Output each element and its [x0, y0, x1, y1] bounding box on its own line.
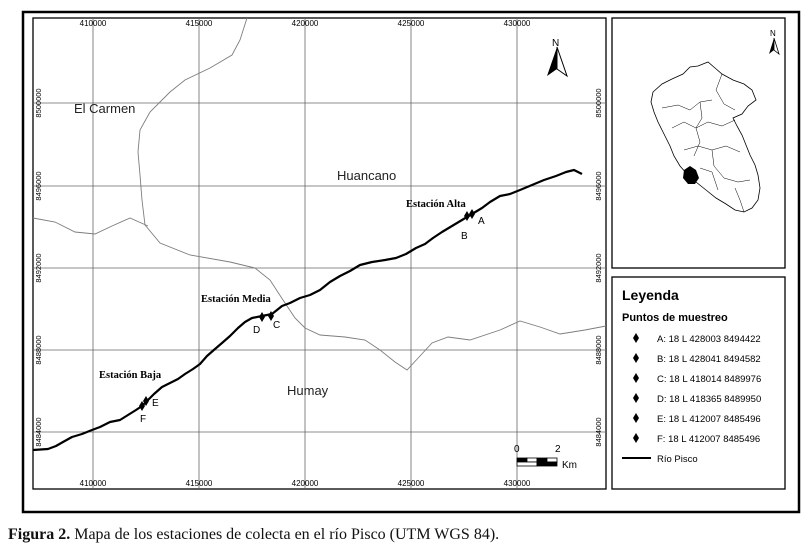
x-tick-bottom-415000: 415000 — [186, 479, 213, 488]
station-alta-label: Estación Alta — [406, 199, 467, 210]
legend-item-c: C: 18 L 418014 8489976 — [657, 374, 761, 385]
x-tick-top-410000: 410000 — [80, 19, 107, 28]
station-media-label: Estación Media — [201, 294, 271, 305]
north-arrow-icon: N — [547, 38, 568, 78]
legend: Leyenda Puntos de muestreo A: 18 L 42800… — [611, 276, 786, 490]
point-label-b: B — [461, 231, 468, 242]
y-tick-right-8496000: 8496000 — [594, 171, 603, 200]
north-arrow-label: N — [552, 38, 559, 49]
y-tick-right-8492000: 8492000 — [594, 253, 603, 282]
y-tick-left-8500000: 8500000 — [34, 88, 43, 117]
inset-north-arrow-icon: N — [769, 29, 780, 56]
legend-items: A: 18 L 428003 8494422 B: 18 L 428041 84… — [633, 333, 761, 445]
x-tick-bottom-425000: 425000 — [398, 479, 425, 488]
point-marker-b — [464, 211, 470, 221]
legend-river-label: Río Pisco — [657, 454, 698, 465]
legend-diamond-icon-d — [633, 393, 639, 403]
legend-item-b: B: 18 L 428041 8494582 — [657, 354, 761, 365]
sampling-points — [139, 209, 475, 411]
legend-title: Leyenda — [622, 287, 679, 303]
main-map: A B C D E F Estación Alta Estación Media… — [32, 17, 607, 490]
inset-department-boundaries — [661, 73, 751, 213]
point-marker-d — [259, 312, 265, 322]
station-baja-label: Estación Baja — [99, 370, 162, 381]
inset-north-arrow-left — [769, 38, 774, 54]
point-label-e: E — [152, 398, 159, 409]
point-marker-e — [143, 396, 149, 406]
scale-segment-2 — [526, 457, 538, 463]
legend-subtitle: Puntos de muestreo — [622, 312, 728, 324]
figure-caption: Figura 2. Mapa de los estaciones de cole… — [8, 526, 798, 544]
place-huancano: Huancano — [337, 168, 396, 183]
boundary-central — [282, 299, 607, 371]
scale-segment-1 — [516, 457, 528, 463]
inset-boundary-5 — [711, 149, 751, 183]
river-pisco — [32, 168, 583, 452]
scale-label-zero: 0 — [514, 444, 520, 455]
figure-frame — [21, 10, 801, 514]
boundary-north-west — [137, 17, 284, 301]
point-marker-f — [139, 401, 145, 411]
y-tick-right-8484000: 8484000 — [594, 417, 603, 446]
y-tick-right-8500000: 8500000 — [594, 88, 603, 117]
inset-boundary-7 — [715, 73, 736, 111]
x-tick-top-420000: 420000 — [292, 19, 319, 28]
north-arrow-left-half — [547, 47, 557, 76]
north-arrow-right-half — [556, 46, 568, 78]
x-tick-top-430000: 430000 — [504, 19, 531, 28]
place-humay: Humay — [287, 383, 329, 398]
inset-study-area — [683, 166, 699, 184]
legend-frame — [611, 276, 786, 490]
inset-boundary-6 — [699, 167, 719, 191]
y-tick-left-8496000: 8496000 — [34, 171, 43, 200]
x-tick-bottom-410000: 410000 — [80, 479, 107, 488]
inset-boundary-3 — [693, 101, 703, 157]
inset-map: N — [611, 17, 786, 269]
point-label-a: A — [478, 216, 485, 227]
x-tick-bottom-430000: 430000 — [504, 479, 531, 488]
point-marker-a — [469, 209, 475, 219]
point-label-d: D — [253, 325, 260, 336]
legend-item-e: E: 18 L 412007 8485496 — [657, 414, 761, 425]
caption-label: Figura 2. — [8, 526, 71, 543]
legend-diamond-icon-e — [633, 413, 639, 423]
point-label-f: F — [140, 414, 146, 425]
inset-peru-outline — [650, 61, 761, 213]
scale-unit: Km — [562, 460, 577, 471]
scale-segment-6 — [536, 461, 558, 467]
legend-diamond-icon-c — [633, 373, 639, 383]
caption-text: Mapa de los estaciones de colecta en el … — [70, 526, 500, 543]
district-boundaries — [32, 17, 607, 371]
scale-label-two: 2 — [555, 444, 561, 455]
x-tick-top-425000: 425000 — [398, 19, 425, 28]
y-tick-left-8488000: 8488000 — [34, 335, 43, 364]
scale-segment-3 — [536, 457, 548, 463]
y-tick-left-8492000: 8492000 — [34, 253, 43, 282]
x-tick-bottom-420000: 420000 — [292, 479, 319, 488]
legend-diamond-icon-b — [633, 353, 639, 363]
y-tick-right-8488000: 8488000 — [594, 335, 603, 364]
main-map-frame — [32, 17, 607, 490]
legend-diamond-icon-a — [633, 333, 639, 343]
place-el-carmen: El Carmen — [74, 101, 135, 116]
grid-lines — [33, 18, 606, 489]
legend-item-f: F: 18 L 412007 8485496 — [657, 434, 760, 445]
legend-item-d: D: 18 L 418365 8489950 — [657, 394, 761, 405]
inset-boundary-1 — [661, 99, 713, 111]
legend-diamond-icon-f — [633, 433, 639, 443]
inset-boundary-2 — [671, 119, 736, 129]
point-label-c: C — [273, 320, 280, 331]
y-tick-left-8484000: 8484000 — [34, 417, 43, 446]
scale-segment-4 — [546, 457, 558, 463]
scale-bar: 0 2 Km — [514, 444, 577, 471]
boundary-west — [32, 217, 149, 235]
scale-segment-5 — [516, 461, 538, 467]
x-tick-top-415000: 415000 — [186, 19, 213, 28]
point-marker-c — [268, 311, 274, 321]
legend-item-a: A: 18 L 428003 8494422 — [657, 334, 761, 345]
inset-north-arrow-right — [773, 37, 780, 56]
inset-north-label: N — [770, 29, 776, 38]
inset-boundary-8 — [734, 187, 745, 213]
